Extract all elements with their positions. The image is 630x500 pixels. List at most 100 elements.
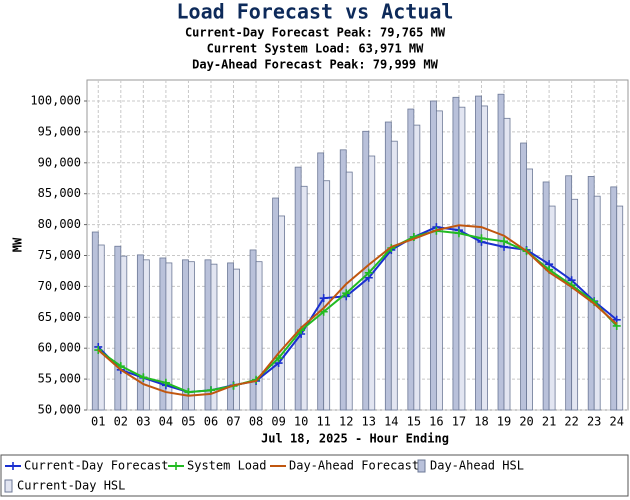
- bar: [458, 106, 466, 411]
- bar: [616, 205, 624, 411]
- bar: [272, 197, 280, 411]
- plot-area: [86, 79, 629, 411]
- x-tick-label: 20: [519, 415, 533, 429]
- point-marker: [500, 237, 509, 246]
- bar: [520, 142, 527, 411]
- bar: [413, 124, 421, 411]
- bar: [97, 244, 105, 411]
- y-tick-label: 95,000: [38, 124, 81, 138]
- point-marker: [274, 354, 283, 363]
- point-marker: [94, 346, 103, 355]
- bar: [323, 180, 331, 411]
- x-tick-label: 02: [114, 415, 128, 429]
- legend-marker: [9, 462, 17, 470]
- bar: [278, 215, 286, 411]
- bar: [204, 259, 212, 411]
- point-marker: [342, 289, 351, 298]
- legend-label: Day-Ahead Forecast: [289, 459, 419, 473]
- bar: [587, 176, 595, 411]
- bar: [339, 149, 347, 411]
- x-tick-label: 13: [362, 415, 376, 429]
- x-tick-label: 16: [429, 415, 443, 429]
- subtitle: Current System Load: 63,971 MW: [207, 42, 425, 56]
- y-tick-label: 75,000: [38, 248, 81, 262]
- legend-swatch: [417, 459, 426, 473]
- bar: [481, 105, 488, 411]
- bar: [165, 262, 173, 411]
- x-tick-label: 09: [271, 415, 285, 429]
- bar: [565, 175, 573, 411]
- bar: [300, 185, 308, 411]
- bar: [317, 152, 325, 411]
- bar: [390, 140, 398, 411]
- x-tick-label: 21: [542, 415, 556, 429]
- x-tick-label: 08: [249, 415, 263, 429]
- x-tick-label: 23: [587, 415, 601, 429]
- bar: [497, 93, 505, 411]
- y-tick-label: 85,000: [38, 186, 81, 200]
- bar: [142, 259, 150, 411]
- bar: [120, 255, 128, 411]
- bar: [542, 181, 550, 411]
- point-marker: [454, 229, 463, 238]
- bar: [294, 166, 302, 411]
- point-marker: [477, 234, 486, 243]
- x-tick-label: 04: [159, 415, 173, 429]
- x-tick-label: 01: [91, 415, 105, 429]
- x-tick-label: 05: [181, 415, 195, 429]
- bar: [91, 231, 99, 411]
- bar: [548, 205, 556, 411]
- x-tick-label: 15: [407, 415, 421, 429]
- bar: [249, 249, 257, 411]
- bar: [475, 95, 482, 411]
- x-tick-label: 18: [474, 415, 488, 429]
- y-axis-label: MW: [11, 237, 25, 252]
- bar: [362, 130, 370, 411]
- y-tick-label: 60,000: [38, 341, 81, 355]
- point-marker: [184, 388, 193, 397]
- y-tick-label: 65,000: [38, 310, 81, 324]
- subtitle: Current-Day Forecast Peak: 79,765 MW: [185, 26, 446, 40]
- y-tick-label: 70,000: [38, 279, 81, 293]
- x-tick-label: 19: [497, 415, 511, 429]
- chart-title: Load Forecast vs Actual: [177, 0, 454, 24]
- point-marker: [161, 378, 170, 387]
- bar: [188, 261, 195, 411]
- y-tick-label: 100,000: [30, 94, 81, 108]
- bar: [114, 245, 122, 411]
- x-axis-label: Jul 18, 2025 - Hour Ending: [261, 432, 449, 446]
- x-tick-label: 10: [294, 415, 308, 429]
- y-tick-label: 55,000: [38, 372, 81, 386]
- x-tick-label: 22: [564, 415, 578, 429]
- legend-label: System Load: [187, 459, 266, 473]
- point-marker: [139, 373, 148, 382]
- bar: [255, 261, 263, 411]
- bar: [159, 257, 167, 411]
- y-tick-label: 50,000: [38, 403, 81, 417]
- x-tick-label: 03: [136, 415, 150, 429]
- legend-label: Current-Day HSL: [17, 479, 125, 493]
- point-marker: [364, 268, 373, 277]
- bar: [571, 198, 579, 411]
- bar: [452, 96, 460, 411]
- y-tick-label: 80,000: [38, 217, 81, 231]
- bar: [526, 168, 533, 411]
- bar: [610, 186, 618, 411]
- subtitle: Day-Ahead Forecast Peak: 79,999 MW: [192, 58, 438, 72]
- legend-label: Day-Ahead HSL: [430, 459, 524, 473]
- bar: [429, 100, 437, 411]
- bar: [210, 263, 218, 411]
- x-tick-label: 14: [384, 415, 398, 429]
- line: [97, 224, 618, 397]
- bar: [407, 108, 415, 411]
- legend: [0, 454, 629, 497]
- legend-swatch: [4, 479, 13, 493]
- x-tick-label: 06: [204, 415, 218, 429]
- bar: [136, 254, 144, 411]
- x-tick-label: 12: [339, 415, 353, 429]
- bar: [368, 155, 376, 411]
- legend-marker: [172, 462, 180, 470]
- x-tick-label: 11: [316, 415, 330, 429]
- legend-label: Current-Day Forecast: [24, 459, 169, 473]
